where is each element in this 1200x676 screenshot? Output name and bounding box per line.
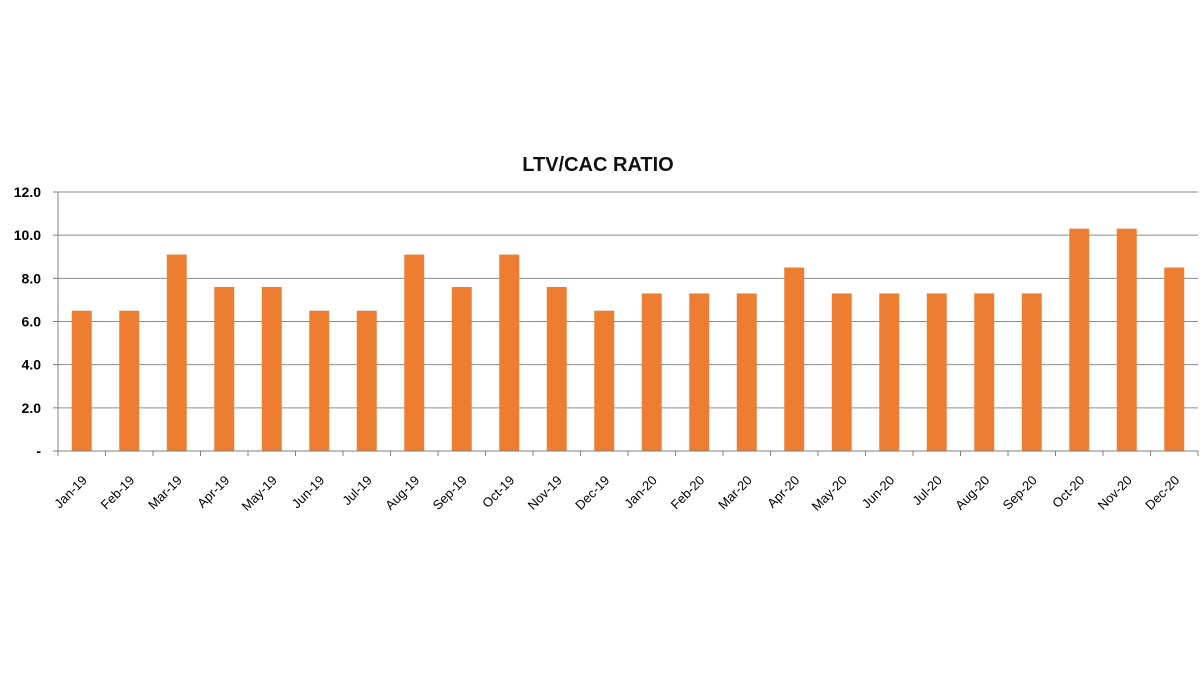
bar [71,310,92,451]
x-tick-label: Jul-19 [339,473,375,509]
x-tick-label: Feb-20 [668,473,708,513]
bar [736,293,757,451]
x-tick-label: Aug-19 [382,473,422,513]
x-tick-label: Oct-19 [479,473,517,511]
bar [119,310,140,451]
x-tick-label: May-19 [239,473,280,514]
x-tick-label: Apr-20 [764,473,802,511]
x-tick-label: Sep-20 [1000,473,1040,513]
bar [689,293,710,451]
x-tick-label: Sep-19 [430,473,470,513]
y-tick-label: 2.0 [22,400,42,416]
bars [71,228,1185,451]
bar [404,254,425,451]
x-tick-label: Jan-20 [621,473,660,512]
x-tick-label: May-20 [809,473,850,514]
x-tick-label: Mar-20 [715,473,755,513]
bar [641,293,662,451]
bar [214,286,235,451]
y-tick-label: 4.0 [22,357,42,373]
bar [309,310,330,451]
gridlines [58,191,1198,409]
y-axis-ticks: - 2.0 4.0 6.0 8.0 10.0 12.0 [14,184,58,459]
y-tick-label: 8.0 [22,270,42,286]
bar [1116,228,1137,451]
y-tick-label: 6.0 [22,314,42,330]
y-tick-label: 10.0 [14,227,41,243]
x-tick-label: Mar-19 [145,473,185,513]
bar [1021,293,1042,451]
bar [879,293,900,451]
bar [546,286,567,451]
bar [1164,267,1185,451]
bar [166,254,187,451]
x-tick-label: Jun-19 [289,473,328,512]
x-tick-label: Dec-20 [1142,473,1182,513]
x-tick-label: Feb-19 [98,473,138,513]
bar [974,293,995,451]
bar [499,254,520,451]
y-tick-label: - [36,443,41,459]
x-tick-label: Apr-19 [194,473,232,511]
x-tick-label: Nov-19 [525,473,565,513]
x-tick-label: Jun-20 [859,473,898,512]
bar [451,286,472,451]
x-tick-label: Jan-19 [51,473,90,512]
x-tick-label: Nov-20 [1095,473,1135,513]
x-tick-label: Oct-20 [1049,473,1087,511]
bar [1069,228,1090,451]
y-tick-label: 12.0 [14,184,41,200]
x-tick-label: Dec-19 [572,473,612,513]
bar [784,267,805,451]
bar [831,293,852,451]
x-tick-label: Jul-20 [909,473,945,509]
x-axis-ticks: Jan-19 Feb-19 Mar-19 Apr-19 May-19 Jun-19 Jul-… [51,451,1199,514]
bar [926,293,947,451]
bar [356,310,377,451]
bar [261,286,282,451]
bar [594,310,615,451]
x-tick-label: Aug-20 [952,473,992,513]
chart-title: LTV/CAC RATIO [522,154,673,176]
